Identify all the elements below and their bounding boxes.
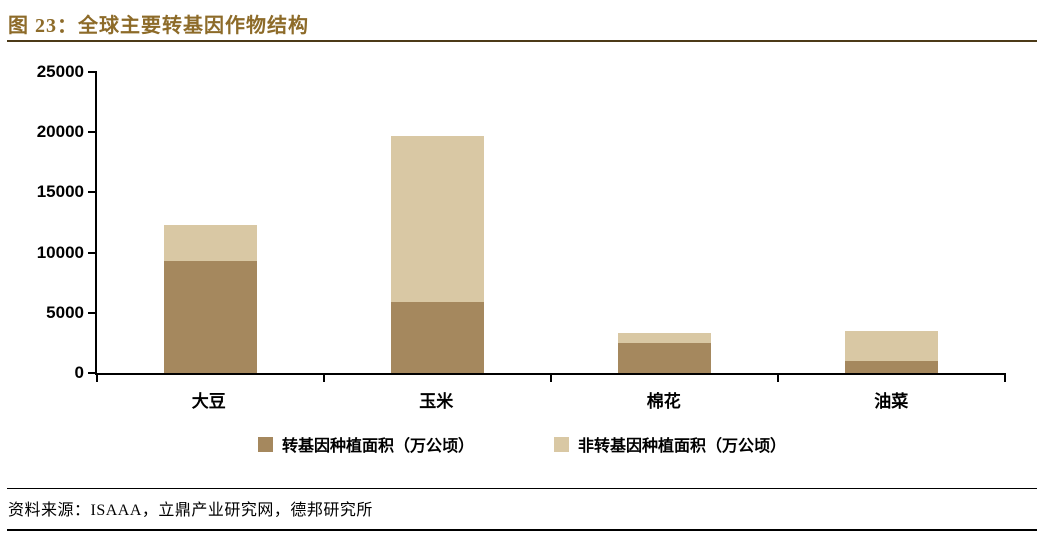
title-divider (7, 40, 1037, 42)
stacked-bar (391, 72, 484, 373)
legend-item: 非转基因种植面积（万公顷） (554, 432, 786, 456)
legend-swatch (554, 436, 569, 452)
y-axis-tick-label: 5000 (46, 302, 84, 322)
y-axis-tick (88, 191, 97, 194)
bar-segment (164, 224, 257, 262)
x-axis-tick (1004, 373, 1006, 382)
stacked-bar-chart: 0 5000 10000 15000 20000 25000 大豆 玉米 棉花 油菜 转基因种植… (0, 46, 1044, 480)
y-axis-tick (88, 311, 97, 314)
x-axis-tick (550, 373, 552, 382)
stacked-bar (845, 72, 938, 373)
bar-slot (324, 72, 551, 373)
y-axis-tick-label: 20000 (36, 122, 84, 142)
bar-slot (778, 72, 1005, 373)
y-axis-tick-label: 15000 (36, 182, 84, 202)
bar-segment (845, 330, 938, 361)
legend-swatch (257, 436, 273, 452)
figure-title: 图 23：全球主要转基因作物结构 (8, 15, 309, 37)
bars (97, 72, 1005, 373)
x-axis-label: 大豆 (191, 392, 226, 411)
source-divider-bottom (7, 529, 1037, 531)
source-note: 资料来源：ISAAA，立鼎产业研究网，德邦研究所 (8, 502, 373, 519)
y-axis-tick (88, 71, 97, 73)
y-axis-tick (88, 372, 97, 374)
x-axis-label: 棉花 (646, 392, 681, 411)
bar-segment (618, 342, 711, 373)
x-axis-tick (96, 373, 98, 382)
stacked-bar (164, 72, 257, 373)
legend-item: 转基因种植面积（万公顷） (257, 432, 474, 456)
bar-slot (97, 72, 324, 373)
bar-segment (391, 135, 484, 302)
y-axis-tick-label: 25000 (36, 62, 84, 81)
legend: 转基因种植面积（万公顷） 非转基因种植面积（万公顷） (0, 432, 1044, 456)
bar-segment (618, 333, 711, 343)
x-axis-labels: 大豆 玉米 棉花 油菜 (95, 387, 1005, 412)
source-divider-top (7, 488, 1037, 489)
bar-segment (845, 360, 938, 373)
x-axis-tick (777, 373, 779, 382)
bar-slot (551, 72, 778, 373)
y-axis-tick-label: 10000 (36, 242, 84, 262)
bar-segment (391, 301, 484, 373)
plot-area: 0 5000 10000 15000 20000 25000 (37, 62, 1006, 382)
legend-label: 非转基因种植面积（万公顷） (578, 438, 787, 455)
legend-label: 转基因种植面积（万公顷） (281, 438, 474, 455)
x-axis-label: 油菜 (874, 392, 909, 411)
x-axis-tick (323, 373, 325, 382)
stacked-bar (618, 72, 711, 373)
y-axis-tick-label: 0 (74, 363, 84, 382)
y-axis-tick (88, 251, 97, 254)
x-axis-label: 玉米 (419, 392, 454, 411)
y-axis-tick (88, 131, 97, 134)
bar-segment (164, 261, 257, 373)
